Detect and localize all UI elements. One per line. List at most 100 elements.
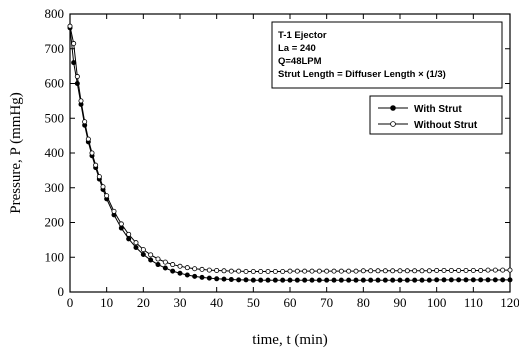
data-point-with-strut bbox=[404, 277, 410, 283]
x-tick-label: 50 bbox=[247, 295, 260, 310]
data-point-without-strut bbox=[478, 267, 484, 273]
data-point-with-strut bbox=[426, 277, 432, 283]
data-point-without-strut bbox=[419, 268, 425, 274]
legend-marker-with-strut bbox=[390, 105, 396, 111]
y-tick-label: 300 bbox=[45, 180, 65, 195]
data-point-without-strut bbox=[140, 247, 146, 253]
data-point-with-strut bbox=[265, 277, 271, 283]
data-point-with-strut bbox=[199, 274, 205, 280]
data-point-with-strut bbox=[353, 277, 359, 283]
data-point-without-strut bbox=[111, 208, 117, 214]
data-point-without-strut bbox=[214, 267, 220, 273]
data-point-without-strut bbox=[302, 268, 308, 274]
data-point-without-strut bbox=[272, 268, 278, 274]
data-point-without-strut bbox=[265, 268, 271, 274]
x-tick-label: 80 bbox=[357, 295, 370, 310]
data-point-without-strut bbox=[324, 268, 330, 274]
data-point-without-strut bbox=[206, 267, 212, 273]
data-point-with-strut bbox=[412, 277, 418, 283]
x-tick-label: 110 bbox=[464, 295, 483, 310]
data-point-without-strut bbox=[126, 231, 132, 237]
data-point-with-strut bbox=[434, 277, 440, 283]
data-point-without-strut bbox=[104, 193, 110, 199]
data-point-with-strut bbox=[492, 277, 498, 283]
data-point-with-strut bbox=[316, 277, 322, 283]
x-tick-label: 20 bbox=[137, 295, 150, 310]
y-tick-label: 500 bbox=[45, 110, 65, 125]
data-point-without-strut bbox=[162, 259, 168, 265]
data-point-with-strut bbox=[397, 277, 403, 283]
data-point-without-strut bbox=[250, 268, 256, 274]
data-point-without-strut bbox=[96, 174, 102, 180]
data-point-without-strut bbox=[331, 268, 337, 274]
data-point-without-strut bbox=[485, 267, 491, 273]
data-point-without-strut bbox=[500, 267, 506, 273]
data-point-with-strut bbox=[338, 277, 344, 283]
data-point-with-strut bbox=[346, 277, 352, 283]
data-point-without-strut bbox=[360, 268, 366, 274]
data-point-without-strut bbox=[184, 265, 190, 271]
x-tick-label: 70 bbox=[320, 295, 333, 310]
data-point-with-strut bbox=[250, 277, 256, 283]
data-point-without-strut bbox=[74, 74, 80, 80]
x-axis-ticks: 0 10 20 30 40 50 60 70 80 90 100 110 120 bbox=[67, 14, 519, 310]
x-tick-label: 120 bbox=[500, 295, 519, 310]
data-point-without-strut bbox=[192, 266, 198, 272]
data-point-with-strut bbox=[280, 277, 286, 283]
data-point-with-strut bbox=[470, 277, 476, 283]
data-point-with-strut bbox=[243, 277, 249, 283]
data-point-with-strut bbox=[419, 277, 425, 283]
data-point-with-strut bbox=[448, 277, 454, 283]
data-point-without-strut bbox=[148, 252, 154, 258]
data-point-without-strut bbox=[426, 268, 432, 274]
data-point-with-strut bbox=[133, 245, 139, 251]
info-line-ejector: T-1 Ejector bbox=[278, 30, 327, 41]
data-point-without-strut bbox=[294, 268, 300, 274]
legend-marker-without-strut bbox=[390, 121, 396, 127]
data-point-without-strut bbox=[353, 268, 359, 274]
x-tick-label: 90 bbox=[394, 295, 407, 310]
data-point-with-strut bbox=[331, 277, 337, 283]
data-point-without-strut bbox=[346, 268, 352, 274]
data-point-without-strut bbox=[492, 267, 498, 273]
data-point-without-strut bbox=[412, 268, 418, 274]
data-point-with-strut bbox=[302, 277, 308, 283]
data-point-without-strut bbox=[309, 268, 315, 274]
y-tick-label: 800 bbox=[45, 6, 65, 21]
data-point-without-strut bbox=[199, 266, 205, 272]
data-point-with-strut bbox=[184, 272, 190, 278]
data-point-without-strut bbox=[368, 268, 374, 274]
data-point-without-strut bbox=[85, 136, 91, 142]
data-point-with-strut bbox=[272, 277, 278, 283]
data-point-without-strut bbox=[82, 119, 88, 125]
y-tick-label: 0 bbox=[58, 284, 65, 299]
info-line-la: La = 240 bbox=[278, 43, 316, 54]
data-point-without-strut bbox=[448, 267, 454, 273]
data-point-without-strut bbox=[221, 268, 227, 274]
data-point-without-strut bbox=[71, 41, 77, 47]
data-point-without-strut bbox=[470, 267, 476, 273]
data-point-without-strut bbox=[280, 268, 286, 274]
data-point-without-strut bbox=[382, 268, 388, 274]
data-point-with-strut bbox=[485, 277, 491, 283]
data-point-without-strut bbox=[390, 268, 396, 274]
legend-label-without-strut: Without Strut bbox=[414, 120, 478, 131]
data-point-with-strut bbox=[375, 277, 381, 283]
data-point-without-strut bbox=[434, 267, 440, 273]
data-point-without-strut bbox=[404, 268, 410, 274]
data-point-with-strut bbox=[500, 277, 506, 283]
data-point-with-strut bbox=[162, 265, 168, 271]
data-point-with-strut bbox=[309, 277, 315, 283]
data-point-with-strut bbox=[177, 270, 183, 276]
data-point-without-strut bbox=[258, 268, 264, 274]
data-point-without-strut bbox=[170, 262, 176, 268]
data-point-with-strut bbox=[382, 277, 388, 283]
y-axis-title: Pressure, P (mmHg) bbox=[8, 92, 24, 214]
data-point-without-strut bbox=[507, 267, 513, 273]
data-point-without-strut bbox=[243, 268, 249, 274]
data-point-without-strut bbox=[89, 150, 95, 156]
data-point-with-strut bbox=[463, 277, 469, 283]
series-layer bbox=[67, 23, 513, 283]
y-tick-label: 700 bbox=[45, 41, 65, 56]
